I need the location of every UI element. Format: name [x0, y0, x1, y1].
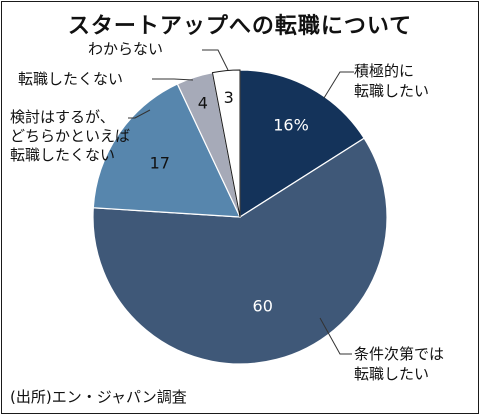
leader-line — [323, 71, 354, 99]
slice-value-label: 16% — [273, 115, 309, 134]
leader-line — [128, 109, 151, 119]
slice-category-label: 条件次第では転職したい — [354, 345, 444, 383]
slice-category-label: 転職したくない — [18, 70, 123, 88]
slice-category-label: 検討はするが、どちらかといえば転職したくない — [10, 108, 130, 164]
slice-category-label: わからない — [88, 40, 163, 58]
chart-title: スタートアップへの転職について — [67, 14, 413, 39]
slice-value-label: 3 — [224, 88, 234, 107]
leader-line — [152, 78, 194, 81]
source-note: (出所)エン・ジャパン調査 — [10, 388, 187, 406]
pie-slice — [92, 137, 388, 365]
pie-slice — [239, 69, 365, 219]
slice-value-label: 17 — [150, 154, 170, 173]
pie-slice — [211, 69, 241, 218]
slice-value-label: 60 — [253, 296, 273, 315]
slice-category-label: 積極的に転職したい — [354, 62, 429, 100]
slice-value-label: 4 — [198, 93, 208, 112]
leader-line — [319, 317, 352, 355]
pie-slice — [92, 83, 241, 218]
leader-line — [202, 49, 229, 71]
